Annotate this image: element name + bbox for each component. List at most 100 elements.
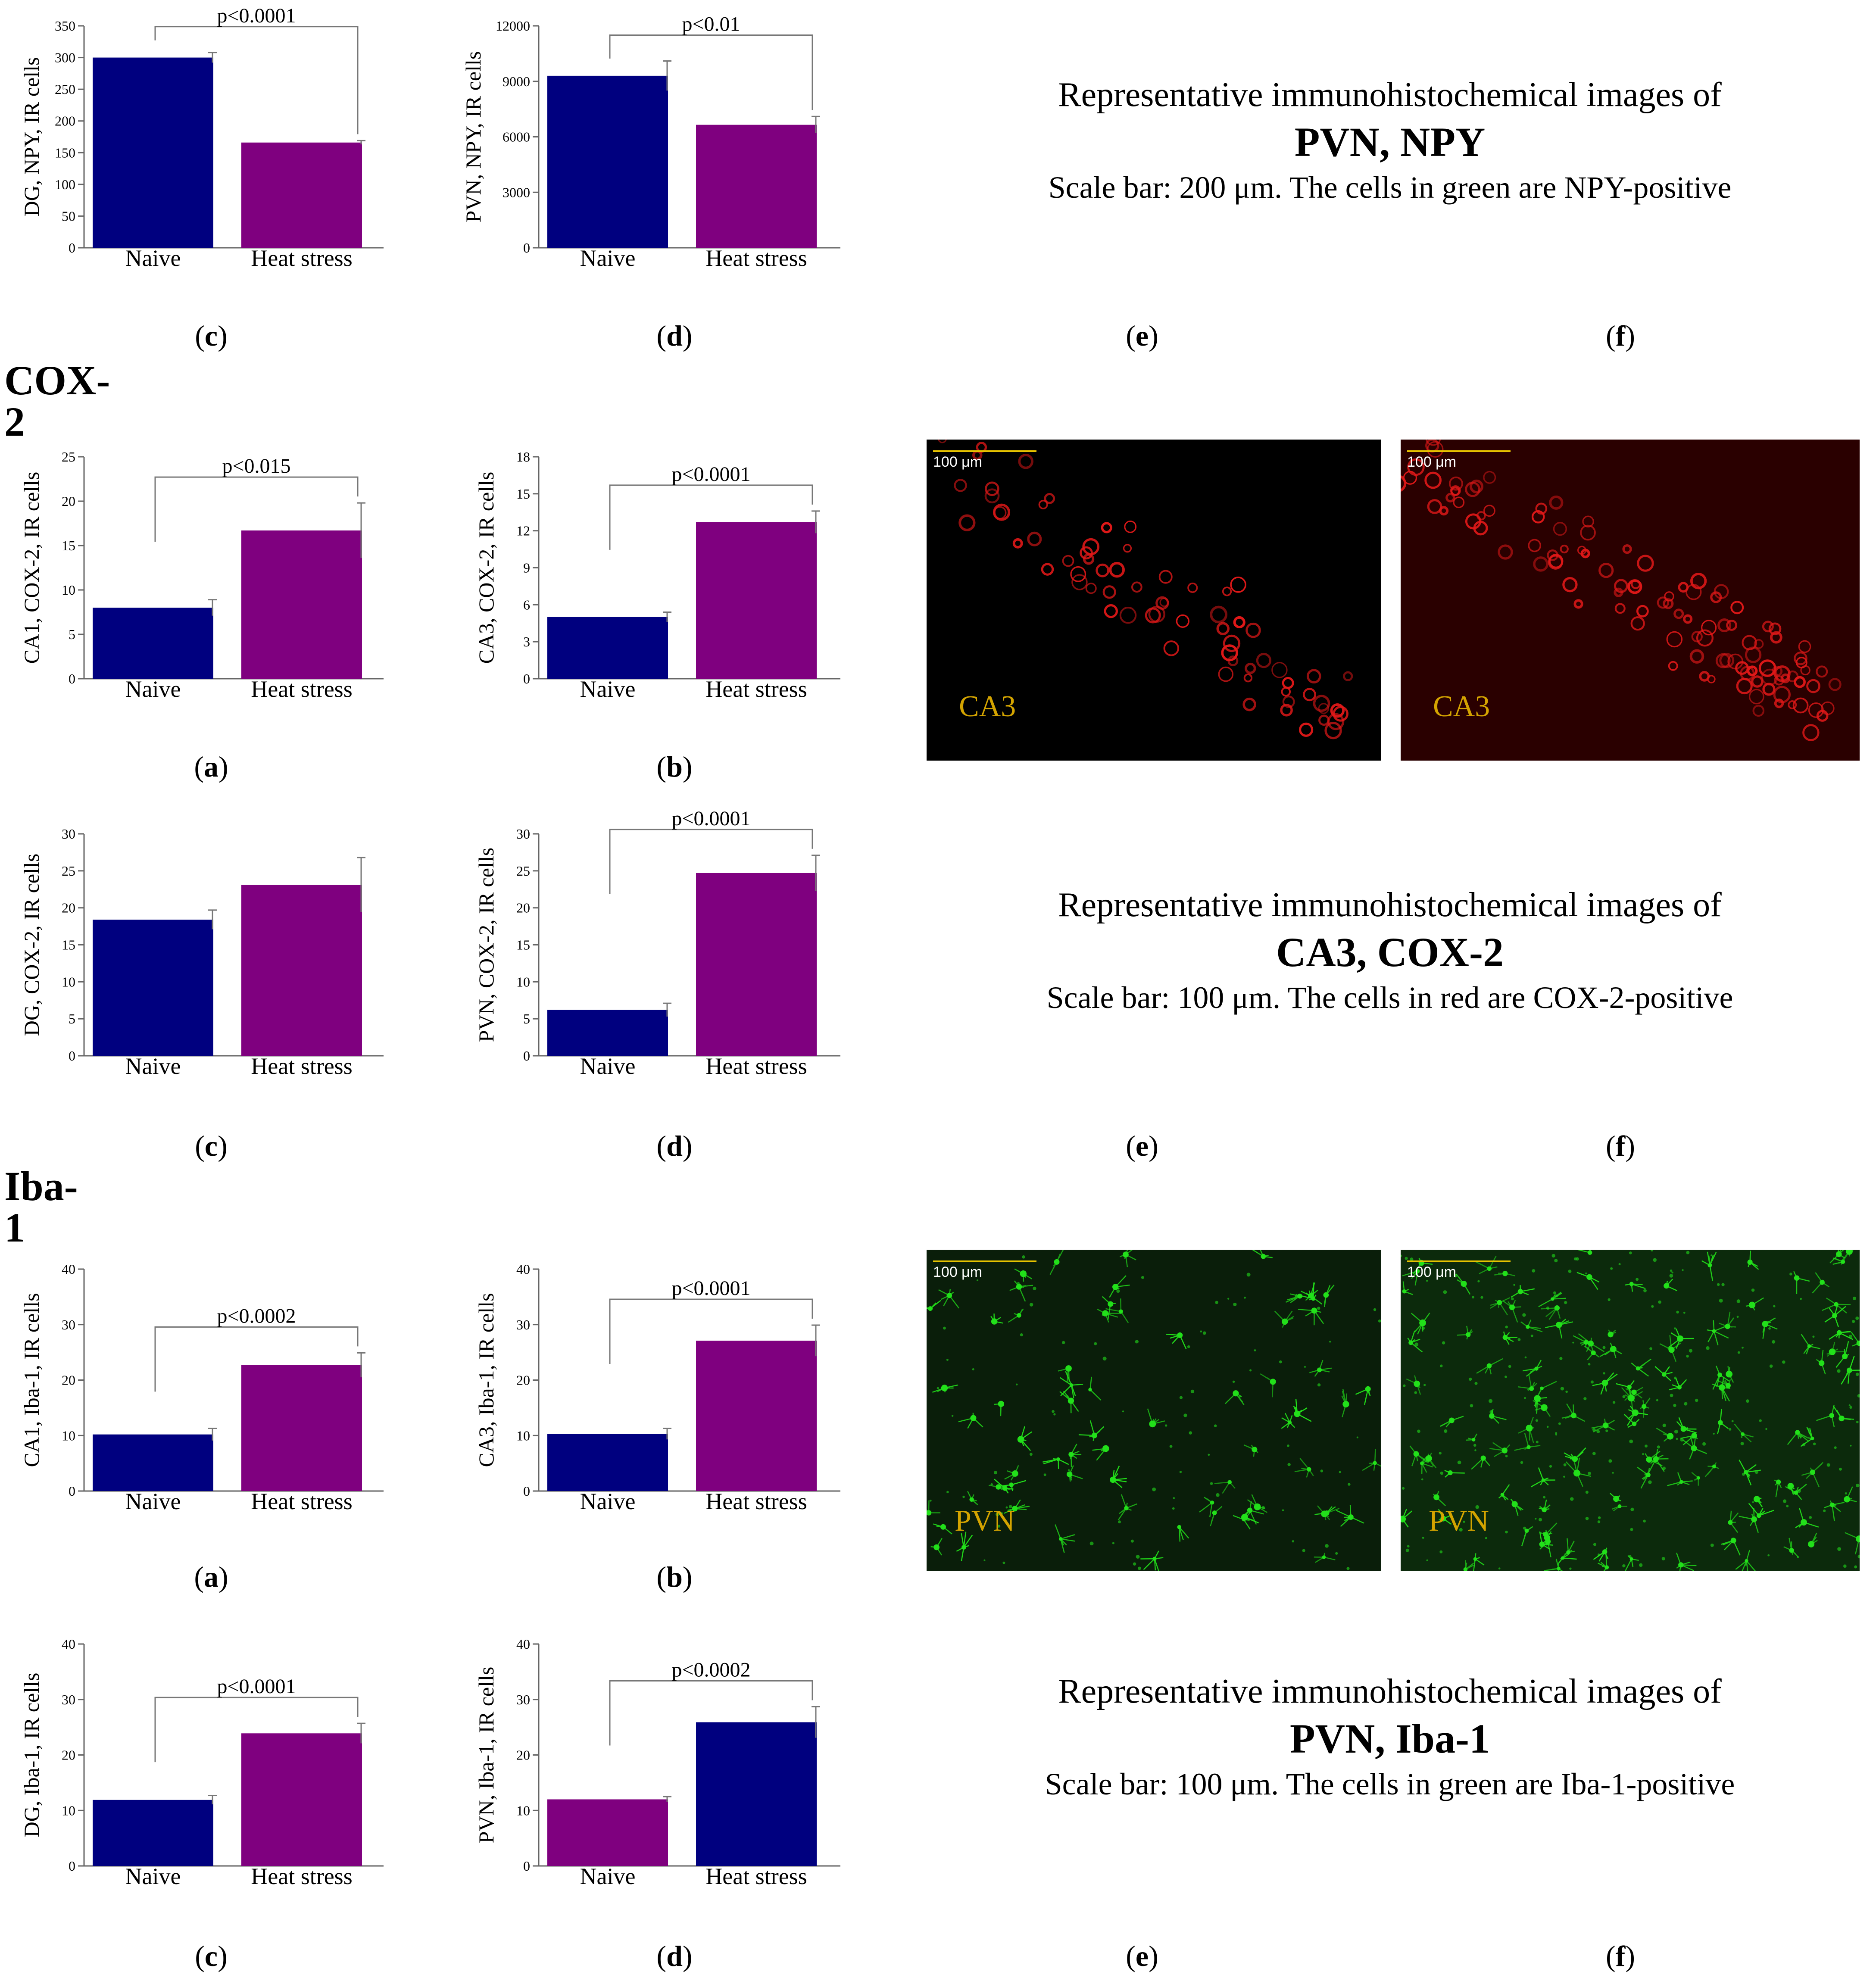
iba1-cell-body: [1789, 1547, 1794, 1553]
iba1-cell-body: [1440, 1516, 1446, 1522]
iba1-cell-body: [1855, 1535, 1860, 1542]
iba1-particle: [1403, 1384, 1406, 1387]
iba1-cell-body: [1529, 1386, 1534, 1391]
iba1-cell-body: [1591, 1350, 1596, 1355]
iba1-particle: [1002, 1561, 1005, 1564]
iba1-cell-body: [1069, 1383, 1074, 1387]
cox2-positive-cell: [954, 479, 967, 492]
iba1-particle: [1765, 1428, 1767, 1430]
iba1-particle: [1560, 1387, 1564, 1391]
iba1-cell-body: [1526, 1445, 1531, 1449]
cox2-positive-cell: [1012, 538, 1023, 549]
cox2-cells-naive: [927, 440, 1381, 761]
y-tick-label: 30: [516, 1692, 530, 1707]
cox2-positive-cell: [1071, 574, 1088, 590]
iba1-cell-body: [1119, 1309, 1123, 1314]
iba1-cell-body: [1566, 1550, 1570, 1554]
iba1-particle: [977, 1279, 979, 1281]
iba1-particle: [1457, 1460, 1461, 1465]
cox2-positive-cell: [1816, 665, 1828, 678]
cox2-positive-cell: [1476, 511, 1486, 521]
iba1-particle: [1287, 1444, 1289, 1447]
iba1-cell-body: [1818, 1360, 1825, 1366]
iba1-particle: [1592, 1428, 1596, 1432]
iba1-particle: [1689, 1349, 1693, 1353]
iba1-particle: [1629, 1439, 1633, 1444]
iba1-particle: [1585, 1272, 1587, 1274]
iba1-cell-body: [1561, 1556, 1565, 1560]
iba1-positive-cell: [1795, 1508, 1819, 1529]
iba1-cell-body: [991, 1318, 998, 1325]
scale-bar-label: 100 μm: [1407, 454, 1457, 470]
iba1-cell-body: [928, 1306, 933, 1311]
iba1-cell-body: [941, 1385, 948, 1391]
iba1-positive-cell: [1659, 1335, 1681, 1362]
iba1-particle: [1622, 1395, 1626, 1398]
bar: [241, 1365, 362, 1491]
y-tick-label: 25: [62, 863, 75, 879]
iba1-cell-body: [1448, 1417, 1455, 1423]
iba1-particle: [1414, 1342, 1419, 1347]
iba1-cell-body: [1068, 1451, 1074, 1457]
y-axis-label: CA3, Iba-1, IR cells: [474, 1293, 498, 1467]
iba1-positive-cell: [1835, 1341, 1849, 1368]
cox2-positive-cell: [1041, 563, 1054, 576]
cox2-positive-cell: [1123, 544, 1132, 553]
y-tick-label: 18: [516, 449, 530, 465]
iba1-particle: [1673, 1404, 1676, 1407]
iba1-cell-body: [1501, 1448, 1508, 1454]
iba1-cell-body: [1307, 1467, 1311, 1472]
bar: [93, 1434, 213, 1491]
cox2-positive-cell: [1299, 722, 1314, 737]
iba1-cell-body: [1832, 1313, 1837, 1318]
iba1-cell-body: [1836, 1330, 1842, 1335]
x-tick-label: Naive: [125, 245, 181, 271]
iba1-particle: [1233, 1302, 1237, 1307]
iba1-particle: [1629, 1251, 1632, 1254]
iba1-particle: [1141, 1276, 1144, 1279]
iba1-cell-body: [1677, 1335, 1684, 1342]
iba1-particle: [1856, 1421, 1859, 1423]
iba1-cell-body: [1012, 1506, 1018, 1512]
iba1-cell-body: [1810, 1469, 1816, 1475]
cox2-positive-cell: [1573, 599, 1583, 609]
iba1-cell-body: [1526, 1325, 1530, 1329]
iba1-particle: [1555, 1432, 1558, 1435]
cox2-positive-cell: [1044, 493, 1055, 504]
bar: [547, 1799, 668, 1866]
x-tick-label: Naive: [125, 1863, 181, 1889]
iba1-particle: [972, 1368, 974, 1371]
iba1-particle: [1405, 1548, 1409, 1552]
iba1-cell-body: [1017, 1436, 1024, 1443]
iba1-particle: [1585, 1491, 1589, 1494]
p-value-label: p<0.01: [682, 13, 740, 36]
cox2-positive-cell: [1427, 441, 1444, 458]
micrograph-iba1-heat: 100 μm PVN: [1401, 1250, 1860, 1571]
iba1-cell-body: [1747, 1259, 1753, 1265]
iba1-cell-body: [927, 1510, 932, 1516]
bar: [93, 608, 213, 679]
iba1-particle: [1356, 1436, 1358, 1438]
iba1-particle: [1417, 1429, 1420, 1433]
x-tick-label: Naive: [580, 1488, 636, 1514]
y-tick-label: 0: [69, 240, 75, 256]
x-tick-label: Heat stress: [705, 1488, 807, 1514]
iba1-particle: [1769, 1364, 1773, 1368]
iba1-positive-cell: [1783, 1538, 1799, 1558]
iba1-particle: [1645, 1444, 1648, 1448]
iba1-cell-body: [1002, 1485, 1008, 1491]
iba1-particle: [1592, 1452, 1596, 1455]
iba1-cell-body: [1753, 1496, 1760, 1503]
x-tick-label: Heat stress: [705, 245, 807, 271]
iba1-positive-cell: [1059, 1391, 1079, 1413]
y-tick-label: 20: [62, 493, 75, 509]
iba1-particle: [1426, 1280, 1428, 1282]
iba1-particle: [1505, 1376, 1507, 1378]
iba1-cell-body: [1517, 1288, 1523, 1295]
iba1-cell-body: [1009, 1482, 1014, 1487]
iba1-cell-body: [1743, 1470, 1748, 1475]
iba1-positive-cell: [1748, 1251, 1759, 1270]
iba1-particle: [1717, 1283, 1720, 1286]
sublabel-f: (f): [1606, 1940, 1635, 1972]
iba1-particle: [1736, 1316, 1739, 1318]
